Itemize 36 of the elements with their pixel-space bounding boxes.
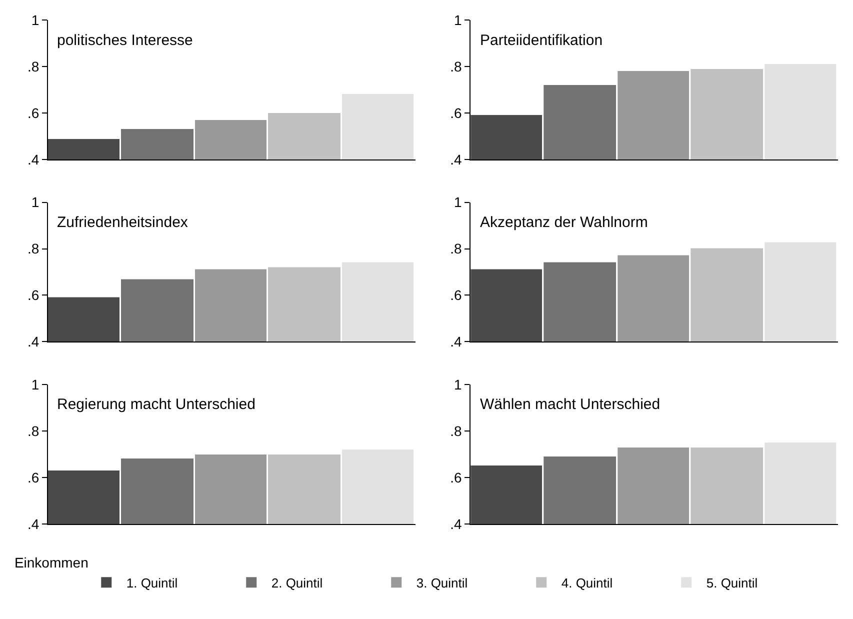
y-tick-label: .4: [28, 516, 40, 532]
y-tick-label: .4: [28, 334, 40, 350]
y-tick-label: 1: [454, 376, 462, 392]
y-tick-label: .4: [28, 151, 40, 168]
legend-label: 2. Quintil: [271, 575, 323, 590]
y-tick-label: .6: [450, 469, 462, 486]
y-tick-label: .4: [450, 151, 462, 168]
text: Zufriedenheitsindex: [57, 214, 188, 231]
legend-label: 4. Quintil: [561, 575, 613, 590]
y-tick-label: .8: [28, 422, 40, 439]
legend-label: 1. Quintil: [126, 575, 178, 590]
y-tick-label: .4: [450, 334, 462, 350]
y-tick-label: .6: [28, 469, 40, 486]
y-tick-label: 1: [31, 194, 40, 210]
text: Wählen macht Unterschied: [480, 396, 660, 413]
text: Regierung macht Unterschied: [57, 396, 256, 413]
text: Parteiidentifikation: [480, 32, 603, 49]
y-tick-label: .8: [28, 240, 40, 257]
text: politisches Interesse: [57, 32, 193, 49]
y-tick-label: 1: [454, 12, 462, 28]
y-tick-label: .6: [450, 104, 462, 121]
y-tick-label: .6: [450, 287, 462, 304]
y-tick-label: .8: [450, 58, 462, 74]
y-tick-label: .4: [450, 516, 462, 532]
legend-label: 3. Quintil: [416, 575, 468, 590]
y-tick-label: .8: [450, 240, 462, 257]
legend-title: Einkommen: [14, 554, 88, 570]
y-tick-label: .8: [28, 58, 40, 74]
y-tick-label: .8: [450, 422, 462, 439]
y-tick-label: 1: [454, 194, 462, 210]
y-tick-label: 1: [31, 376, 40, 392]
legend-label: 5. Quintil: [706, 575, 758, 590]
text: Akzeptanz der Wahlnorm: [480, 214, 648, 231]
y-tick-label: 1: [31, 12, 40, 28]
y-tick-label: .6: [28, 104, 40, 121]
y-tick-label: .6: [28, 287, 40, 304]
